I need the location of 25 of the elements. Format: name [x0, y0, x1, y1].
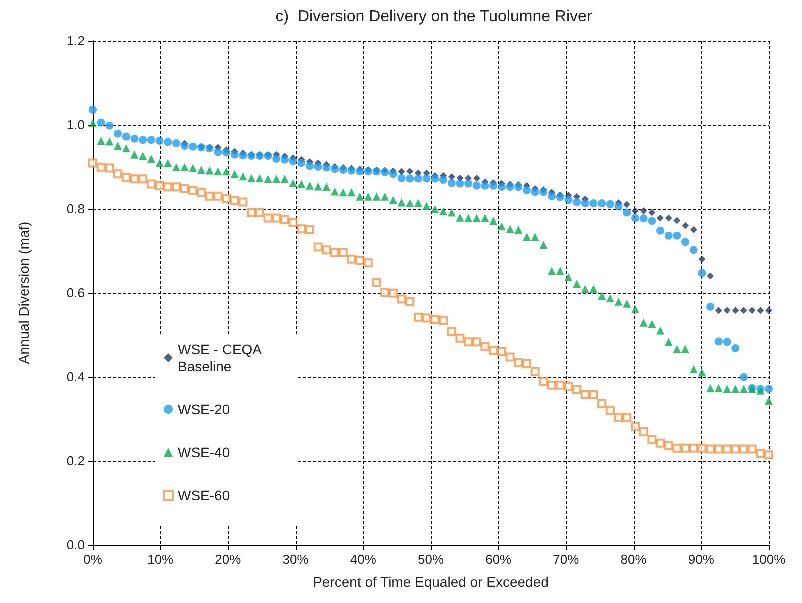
x-tick-label: 50% — [418, 552, 444, 567]
x-tick-label: 60% — [486, 552, 512, 567]
y-tick-label: 0.6 — [66, 286, 85, 300]
x-tick-label: 100% — [752, 552, 786, 567]
y-tick-label: 1.2 — [66, 34, 85, 48]
y-tick-label: 0.0 — [66, 538, 85, 552]
x-tick-label: 20% — [215, 552, 242, 567]
x-tick-label: 0% — [84, 552, 103, 567]
y-tick-label: 0.2 — [66, 454, 85, 468]
x-tick-label: 70% — [553, 552, 580, 567]
y-tick-label: 1.0 — [66, 118, 85, 132]
legend-label: WSE-40 — [178, 444, 230, 460]
y-tick-label: 0.4 — [66, 370, 85, 384]
x-tick-label: 30% — [282, 552, 310, 567]
legend-label: WSE-20 — [178, 402, 230, 418]
x-tick-label: 10% — [148, 552, 174, 567]
legend-label: WSE-60 — [178, 488, 230, 504]
y-axis-title: Annual Diversion (maf) — [16, 222, 32, 364]
y-tick-label: 0.8 — [66, 202, 85, 216]
x-tick-label: 40% — [350, 552, 377, 567]
x-axis-title: Percent of Time Equaled or Exceeded — [313, 574, 549, 590]
x-tick-label: 80% — [620, 552, 648, 567]
x-tick-label: 90% — [688, 552, 715, 567]
chart-title: c) Diversion Delivery on the Tuolumne River — [276, 8, 593, 26]
legend-label: WSE - CEQA Baseline — [178, 342, 266, 374]
